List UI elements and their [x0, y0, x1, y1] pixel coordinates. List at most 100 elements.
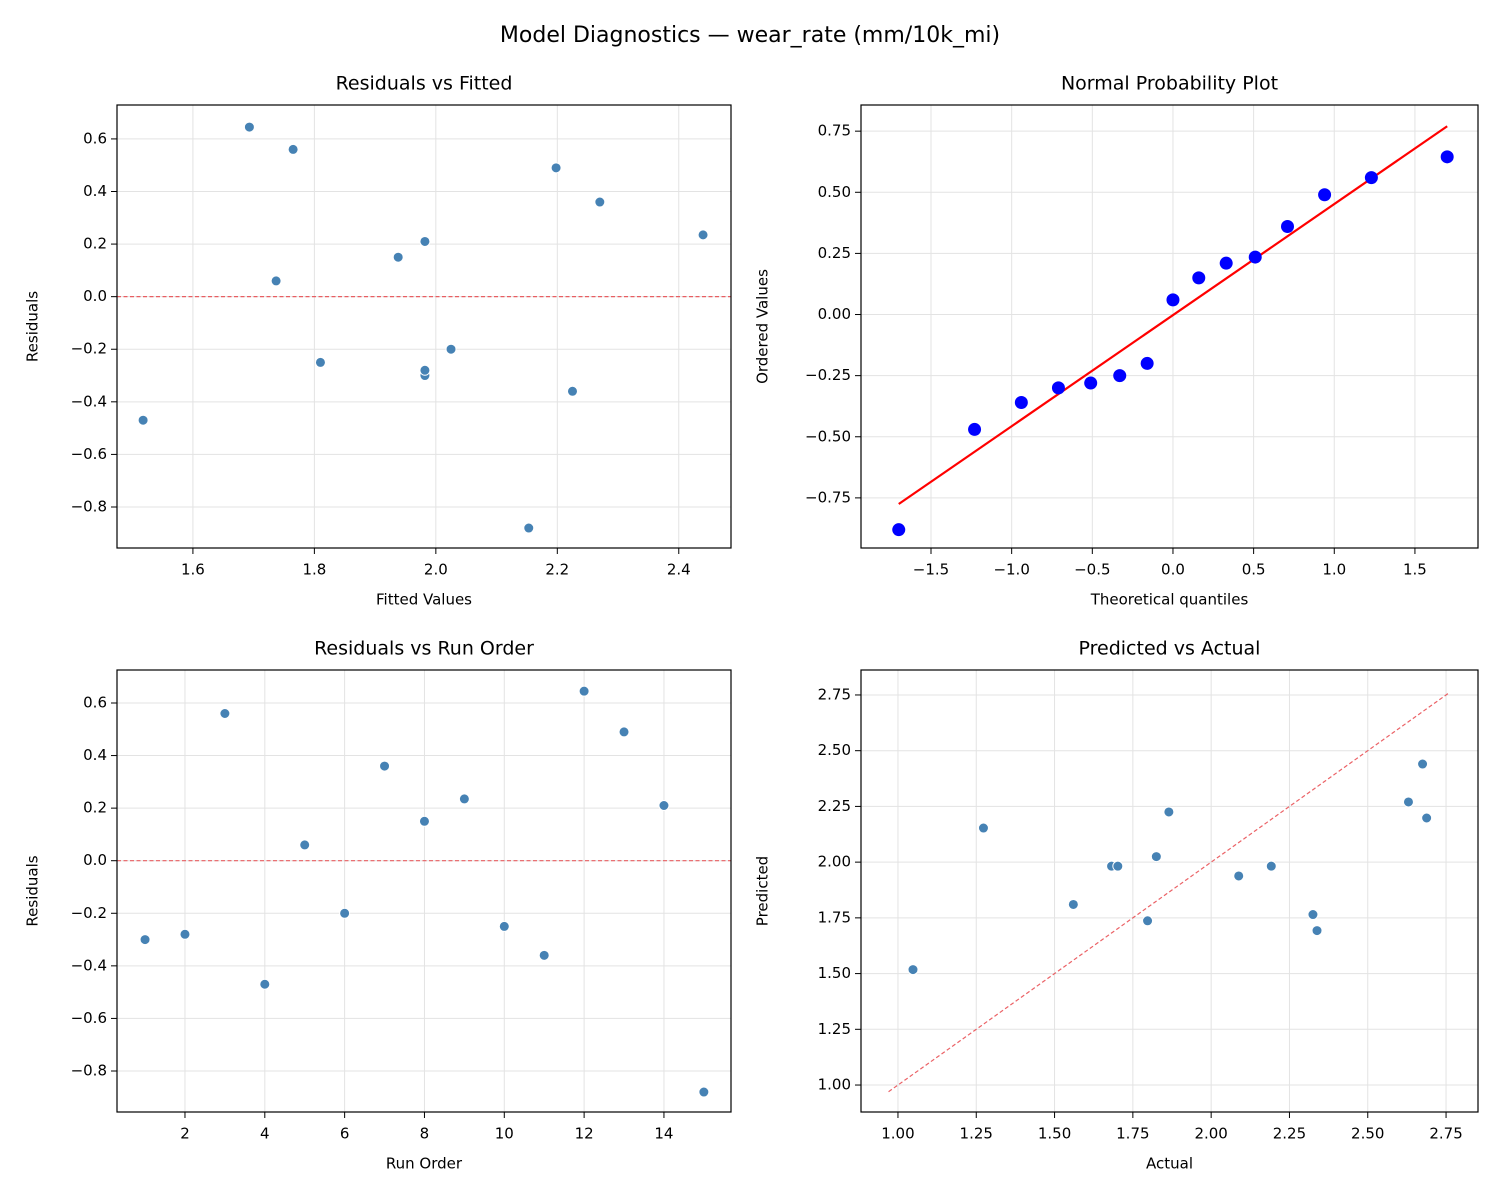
y-tick-label: −0.2: [71, 340, 107, 358]
data-point: [270, 275, 282, 287]
data-point: [1084, 376, 1098, 390]
x-tick-label: 8: [420, 1125, 430, 1143]
y-tick-label: 2.50: [818, 741, 851, 759]
y-tick-label: 0.0: [83, 851, 107, 869]
subplot: Residuals vs Run Order Run Order Residuals…: [24, 638, 732, 1173]
data-point: [379, 760, 391, 772]
data-point: [1248, 250, 1262, 264]
subplot-title: Normal Probability Plot: [1061, 73, 1278, 95]
y-tick-label: 2.25: [818, 797, 851, 815]
data-point: [1014, 396, 1028, 410]
y-tick-label: 0.0: [83, 287, 107, 305]
x-tick-label: 2.50: [1351, 1125, 1384, 1143]
data-point: [1265, 860, 1277, 872]
y-axis-label: Residuals: [24, 291, 42, 362]
data-point: [697, 229, 709, 241]
y-tick-label: 0.2: [83, 799, 107, 817]
data-point: [418, 815, 430, 827]
x-tick-label: 1.75: [1116, 1125, 1149, 1143]
data-point: [907, 964, 919, 976]
y-tick-label: −0.50: [805, 427, 851, 445]
x-tick-label: 1.0: [1322, 561, 1346, 579]
x-tick-label: 6: [340, 1125, 350, 1143]
y-tick-label: 0.4: [83, 182, 107, 200]
y-axis-label: Predicted: [754, 856, 772, 926]
y-tick-label: 1.25: [818, 1020, 851, 1038]
y-tick-label: 1.75: [818, 908, 851, 926]
data-point: [445, 343, 457, 355]
subplot-title: Residuals vs Fitted: [336, 73, 513, 95]
y-tick-label: 2.75: [818, 685, 851, 703]
data-point: [1421, 812, 1433, 824]
data-point: [419, 364, 431, 376]
data-point: [498, 920, 510, 932]
x-tick-label: 1.50: [1038, 1125, 1071, 1143]
subplot-title: Residuals vs Run Order: [314, 638, 534, 660]
y-tick-label: 1.50: [818, 964, 851, 982]
data-point: [137, 414, 149, 426]
y-tick-label: 1.00: [818, 1076, 851, 1094]
x-tick-label: 1.00: [881, 1125, 914, 1143]
data-point: [1192, 271, 1206, 285]
data-point: [1051, 381, 1065, 395]
x-tick-label: −0.5: [1074, 561, 1110, 579]
data-point: [892, 523, 906, 537]
data-point: [550, 162, 562, 174]
y-tick-label: −0.2: [71, 904, 107, 922]
x-tick-label: 10: [495, 1125, 514, 1143]
data-point: [458, 793, 470, 805]
data-point: [243, 121, 255, 133]
data-point: [1402, 796, 1414, 808]
data-point: [1417, 758, 1429, 770]
data-point: [179, 928, 191, 940]
y-tick-label: 2.00: [818, 853, 851, 871]
data-point: [139, 934, 151, 946]
y-tick-label: 0.00: [818, 305, 851, 323]
data-point: [1219, 256, 1233, 270]
subplot-title: Predicted vs Actual: [1079, 638, 1261, 660]
x-tick-label: 2.00: [1194, 1125, 1227, 1143]
data-point: [1140, 356, 1154, 370]
data-point: [594, 196, 606, 208]
data-point: [1150, 851, 1162, 863]
x-tick-label: 12: [575, 1125, 594, 1143]
data-point: [1067, 898, 1079, 910]
x-tick-label: −1.5: [913, 561, 949, 579]
subplot: Predicted vs Actual Actual Predicted 1.00 1.…: [754, 638, 1479, 1173]
data-point: [1112, 860, 1124, 872]
x-tick-label: 2.2: [545, 561, 569, 579]
data-point: [287, 143, 299, 155]
data-point: [1233, 870, 1245, 882]
x-tick-label: 1.25: [960, 1125, 993, 1143]
x-tick-label: 2: [180, 1125, 190, 1143]
axes-frame: [116, 104, 732, 549]
fit-line: [888, 692, 1450, 1093]
y-tick-label: −0.75: [805, 488, 851, 506]
data-point: [219, 708, 231, 720]
x-tick-label: 2.75: [1429, 1125, 1462, 1143]
data-point: [1163, 806, 1175, 818]
x-axis-label: Run Order: [386, 1155, 463, 1173]
y-axis-label: Residuals: [24, 855, 42, 926]
y-tick-label: −0.6: [71, 445, 107, 463]
x-tick-label: 1.6: [181, 561, 205, 579]
data-point: [968, 422, 982, 436]
x-axis-label: Actual: [1146, 1155, 1193, 1173]
y-tick-label: 0.75: [818, 122, 851, 140]
x-tick-label: 0.5: [1242, 561, 1266, 579]
data-point: [1166, 293, 1180, 307]
fit-line: [898, 125, 1448, 505]
data-point: [1364, 171, 1378, 185]
data-point: [1113, 369, 1127, 383]
y-tick-label: −0.6: [71, 1009, 107, 1027]
y-tick-label: 0.50: [818, 183, 851, 201]
x-tick-label: 1.8: [302, 561, 326, 579]
data-point: [538, 949, 550, 961]
data-point: [299, 839, 311, 851]
data-point: [1280, 220, 1294, 234]
data-point: [523, 522, 535, 534]
y-tick-label: 0.6: [83, 129, 107, 147]
